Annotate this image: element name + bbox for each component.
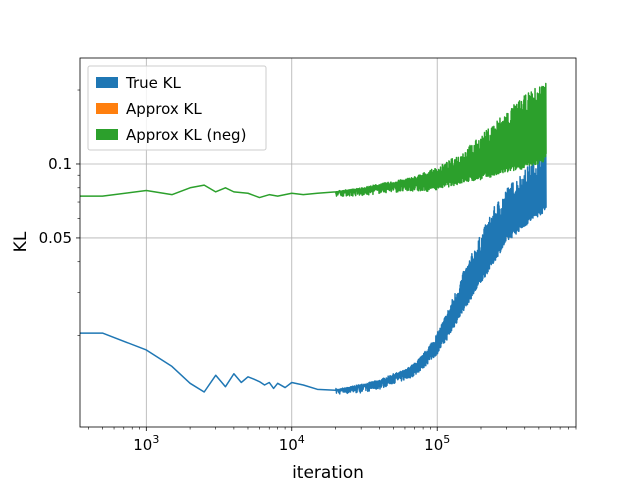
series-line-true-kl [80, 148, 547, 395]
y-tick-label: 0.1 [48, 155, 72, 173]
axes [79, 57, 577, 428]
legend-swatch [96, 129, 118, 140]
x-tick-label: 105 [424, 433, 450, 454]
legend-swatch [96, 103, 118, 114]
plot-lines [80, 82, 547, 395]
legend-swatch [96, 77, 118, 88]
y-ticks: 0.1 0.05 [39, 89, 80, 337]
x-tick-label: 103 [133, 433, 159, 454]
x-tick-label: 104 [279, 433, 305, 454]
legend-label: Approx KL [126, 100, 202, 118]
legend: True KL Approx KL Approx KL (neg) [87, 65, 267, 151]
legend-label: True KL [125, 74, 181, 92]
series-line-approx-kl-neg [80, 82, 547, 199]
x-axis-label: iteration [292, 463, 364, 480]
legend-box [87, 65, 267, 151]
x-ticks: 103 104 105 [88, 427, 577, 454]
y-axis-label: KL [11, 231, 31, 252]
axes-frame [79, 57, 577, 428]
y-tick-label: 0.05 [39, 229, 72, 247]
legend-label: Approx KL (neg) [126, 126, 246, 144]
